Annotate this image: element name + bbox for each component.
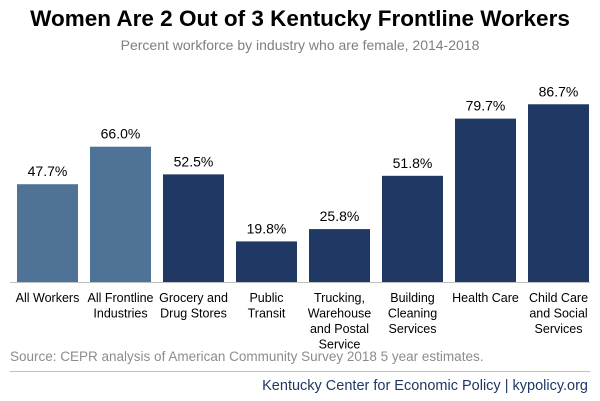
chart-subtitle: Percent workforce by industry who are fe… [120,37,480,53]
x-tick-label-line: All Workers [16,291,80,305]
x-tick-label-line: Service [319,338,361,352]
bar-0 [17,184,78,282]
x-tick-label-line: and Postal [310,322,369,336]
footer-divider [10,371,590,372]
bar-1 [90,146,151,282]
x-tick-label-line: Transit [248,307,286,321]
data-label-4: 25.8% [320,208,360,224]
x-tick-label-line: Child Care [529,291,588,305]
bar-3 [236,241,297,282]
x-tick-label-5: Building Cleaning Services [388,291,437,336]
data-label-6: 79.7% [466,98,506,114]
data-label-2: 52.5% [174,153,214,169]
data-label-1: 66.0% [101,126,141,142]
x-tick-label-line: and Social [529,307,587,321]
chart-title: Women Are 2 Out of 3 Kentucky Frontline … [30,6,570,31]
x-tick-label-line: Industries [93,307,147,321]
bar-5 [382,175,443,282]
footer-credit: Kentucky Center for Economic Policy | ky… [262,378,588,394]
x-tick-label-line: Public [249,291,283,305]
x-tick-label-line: Cleaning [388,307,437,321]
x-tick-label-1: All Frontline Industries [88,291,154,321]
bar-7 [528,104,589,282]
bar-6 [455,118,516,283]
data-label-5: 51.8% [393,155,433,171]
x-tick-label-7: Child Care and Social Services [529,291,588,336]
x-tick-label-line: Warehouse [308,307,372,321]
data-label-0: 47.7% [28,163,68,179]
x-tick-label-2: Grocery and Drug Stores [159,291,228,321]
x-tick-label-line: All Frontline [88,291,154,305]
x-tick-label-6: Health Care [452,291,519,305]
x-tick-label-line: Services [535,322,583,336]
x-tick-label-3: Public Transit [248,291,286,321]
bar-2 [163,174,224,282]
bar-4 [309,229,370,282]
source-note: Source: CEPR analysis of American Commun… [10,349,484,364]
x-tick-label-line: Trucking, [314,291,365,305]
x-tick-label-line: Building [390,291,435,305]
data-label-7: 86.7% [539,83,579,99]
x-tick-label-line: Grocery and [159,291,228,305]
x-tick-label-4: Trucking, Warehouse and Postal Service [308,291,372,352]
x-tick-label-line: Drug Stores [160,307,227,321]
x-tick-label-line: Services [389,322,437,336]
x-tick-label-line: Health Care [452,291,519,305]
data-label-3: 19.8% [247,220,287,236]
x-tick-label-0: All Workers [16,291,80,305]
